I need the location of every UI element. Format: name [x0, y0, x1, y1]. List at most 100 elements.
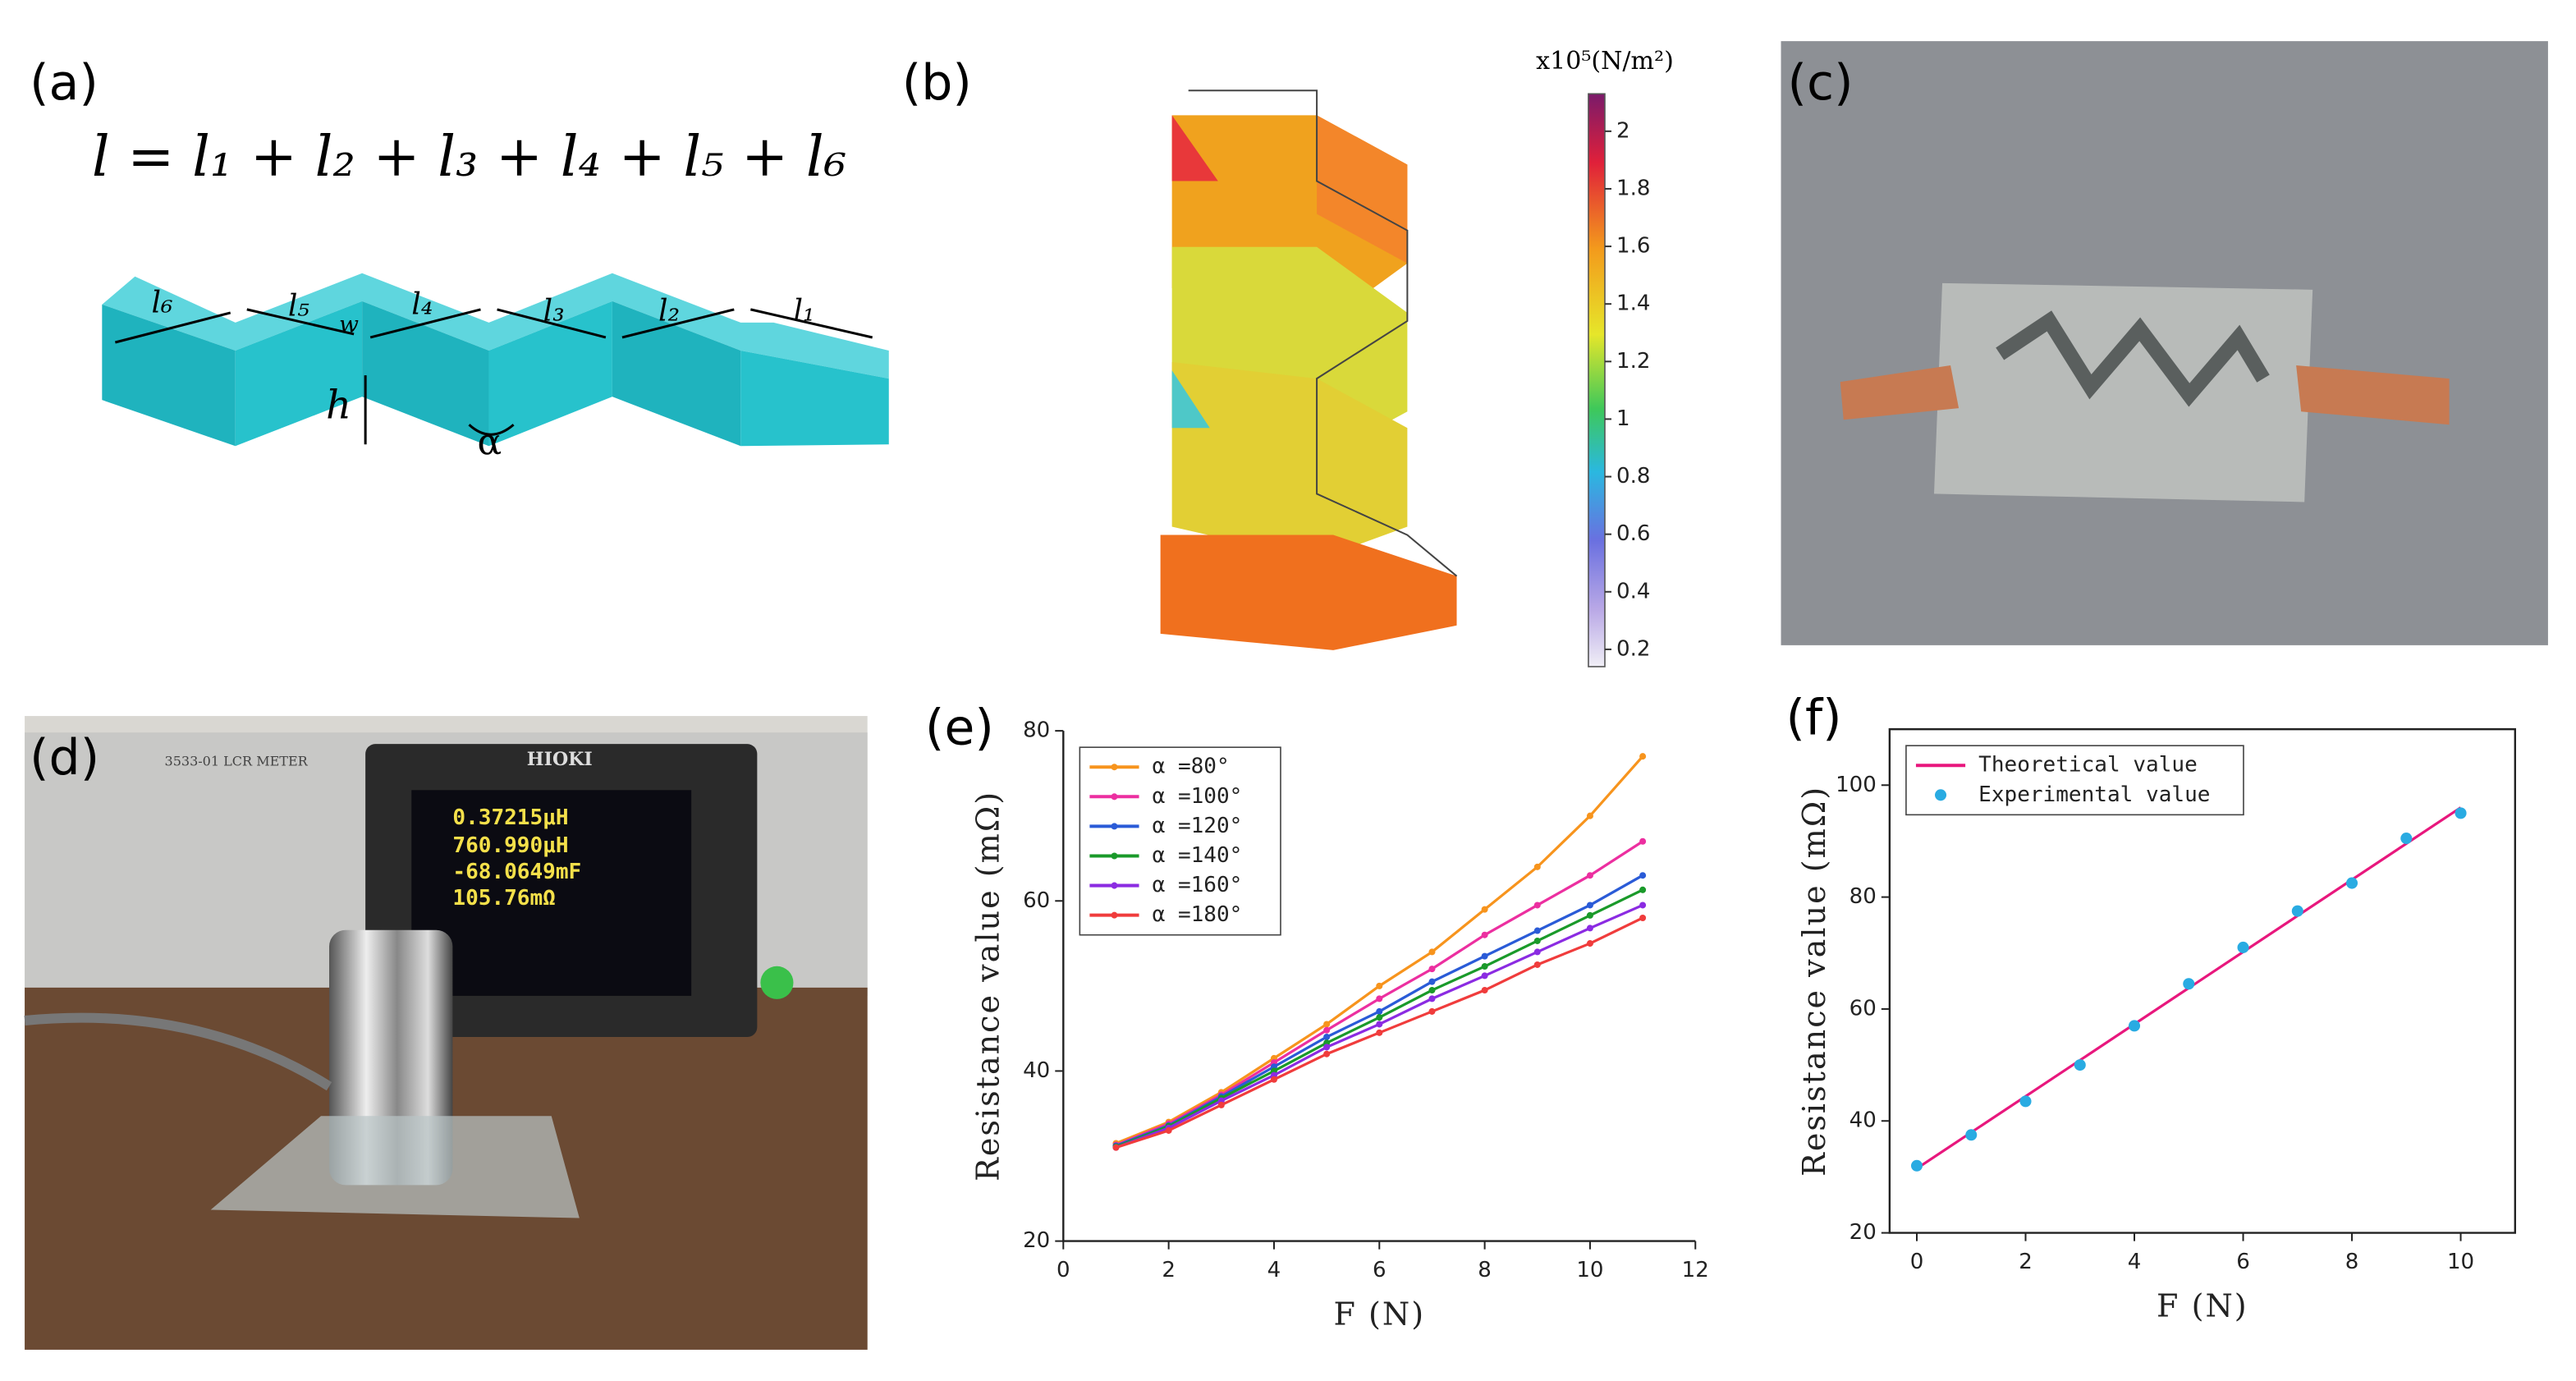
colorbar-scale — [1588, 93, 1606, 668]
diagram-label: w — [339, 310, 359, 337]
legend-marker — [1111, 882, 1118, 889]
legend-label: α =80° — [1153, 755, 1230, 779]
reading: -68.0649mF — [452, 860, 581, 884]
data-point — [1586, 911, 1593, 919]
x-tick-label: 12 — [1682, 1258, 1709, 1282]
legend-label: Experimental value — [1978, 782, 2210, 807]
data-point — [1481, 963, 1488, 970]
colorbar-tick-label: 2 — [1616, 118, 1630, 143]
data-point — [1533, 937, 1541, 944]
data-point — [1112, 1144, 1120, 1151]
data-point — [1323, 1050, 1331, 1058]
data-point — [1586, 872, 1593, 879]
legend-label: α =160° — [1153, 873, 1243, 897]
panel-label: (d) — [30, 729, 99, 787]
legend-marker — [1111, 911, 1118, 919]
legend-marker — [1111, 764, 1118, 771]
x-tick-label: 0 — [1910, 1250, 1924, 1274]
data-point — [1428, 966, 1436, 973]
instrument-brand: HIOKI — [527, 749, 593, 770]
x-axis-title: F (N) — [2157, 1287, 2248, 1324]
data-point — [1639, 837, 1647, 845]
diagram-label: l₅ — [288, 288, 309, 323]
diagram-label: l₂ — [658, 293, 680, 328]
data-point — [1586, 812, 1593, 819]
colorbar-tick-label: 1 — [1616, 406, 1630, 431]
colorbar-tick-label: 1.6 — [1616, 234, 1650, 259]
data-point — [1586, 940, 1593, 947]
data-point — [1428, 978, 1436, 985]
legend-marker — [1111, 793, 1118, 801]
legend-label: Theoretical value — [1978, 753, 2198, 778]
diagram-label: h — [326, 383, 351, 429]
photo-setup — [24, 716, 868, 1350]
y-tick-label: 80 — [1849, 884, 1877, 909]
colorbar-tick-label: 1.4 — [1616, 291, 1650, 316]
y-tick-label: 100 — [1836, 773, 1877, 797]
data-point — [1481, 906, 1488, 913]
x-tick-label: 10 — [1576, 1258, 1603, 1282]
data-point — [1376, 995, 1383, 1002]
data-point — [1428, 995, 1436, 1002]
colorbar-tick-label: 0.6 — [1616, 521, 1650, 546]
diagram-label: l₁ — [793, 293, 814, 328]
data-point — [1533, 948, 1541, 956]
reading: 0.37215μH — [452, 805, 568, 830]
data-point — [1481, 952, 1488, 960]
panel-label: (f) — [1786, 690, 1842, 747]
data-point — [2129, 1020, 2141, 1032]
reading: 105.76mΩ — [452, 886, 555, 911]
data-point — [1965, 1129, 1978, 1141]
x-tick-label: 8 — [2345, 1250, 2359, 1274]
data-point — [2237, 941, 2249, 953]
x-axis-title: F (N) — [1333, 1296, 1425, 1332]
data-point — [1533, 902, 1541, 909]
data-point — [1376, 1021, 1383, 1028]
legend-label: α =140° — [1153, 843, 1243, 868]
x-tick-label: 6 — [1373, 1258, 1387, 1282]
data-point — [1533, 927, 1541, 934]
data-point — [2183, 978, 2195, 990]
data-point — [2346, 877, 2358, 889]
data-point — [2074, 1059, 2086, 1071]
colorbar-tick-label: 0.2 — [1616, 636, 1650, 661]
y-tick-label: 20 — [1849, 1220, 1877, 1245]
data-point — [1639, 902, 1647, 909]
data-point — [2455, 807, 2467, 819]
legend-label: α =100° — [1153, 784, 1243, 809]
axis — [1888, 727, 2517, 1234]
x-tick-label: 10 — [2447, 1250, 2474, 1274]
photo-sensor — [1781, 41, 2548, 645]
x-tick-label: 0 — [1057, 1258, 1070, 1282]
data-point — [1323, 1033, 1331, 1041]
legend-marker — [1935, 789, 1947, 801]
data-point — [1376, 1014, 1383, 1021]
y-tick-label: 60 — [1023, 888, 1050, 913]
x-tick-label: 2 — [2019, 1250, 2033, 1274]
data-point — [1376, 1029, 1383, 1036]
data-point — [1428, 1007, 1436, 1015]
diagram-label: l₄ — [411, 287, 433, 321]
colorbar-tick-label: 1.2 — [1616, 349, 1650, 374]
data-point — [1376, 1007, 1383, 1015]
x-tick-label: 2 — [1162, 1258, 1176, 1282]
data-point — [1428, 948, 1436, 956]
data-point — [1217, 1101, 1225, 1108]
colorbar-tick-label: 0.4 — [1616, 579, 1650, 603]
data-point — [1376, 982, 1383, 989]
data-point — [1323, 1021, 1331, 1028]
diagram-label: l₃ — [543, 293, 565, 328]
diagram-label: l₆ — [151, 285, 172, 319]
data-point — [2019, 1095, 2032, 1108]
data-point — [1481, 987, 1488, 994]
y-axis-title: Resistance value (mΩ) — [970, 791, 1006, 1181]
equation: l = l₁ + l₂ + l₃ + l₄ + l₅ + l₆ — [92, 125, 846, 190]
y-tick-label: 60 — [1849, 996, 1877, 1021]
legend-marker — [1111, 852, 1118, 860]
data-point — [1270, 1076, 1277, 1083]
data-point — [1165, 1126, 1172, 1134]
data-point — [1586, 902, 1593, 909]
panel-label: (c) — [1788, 54, 1854, 112]
